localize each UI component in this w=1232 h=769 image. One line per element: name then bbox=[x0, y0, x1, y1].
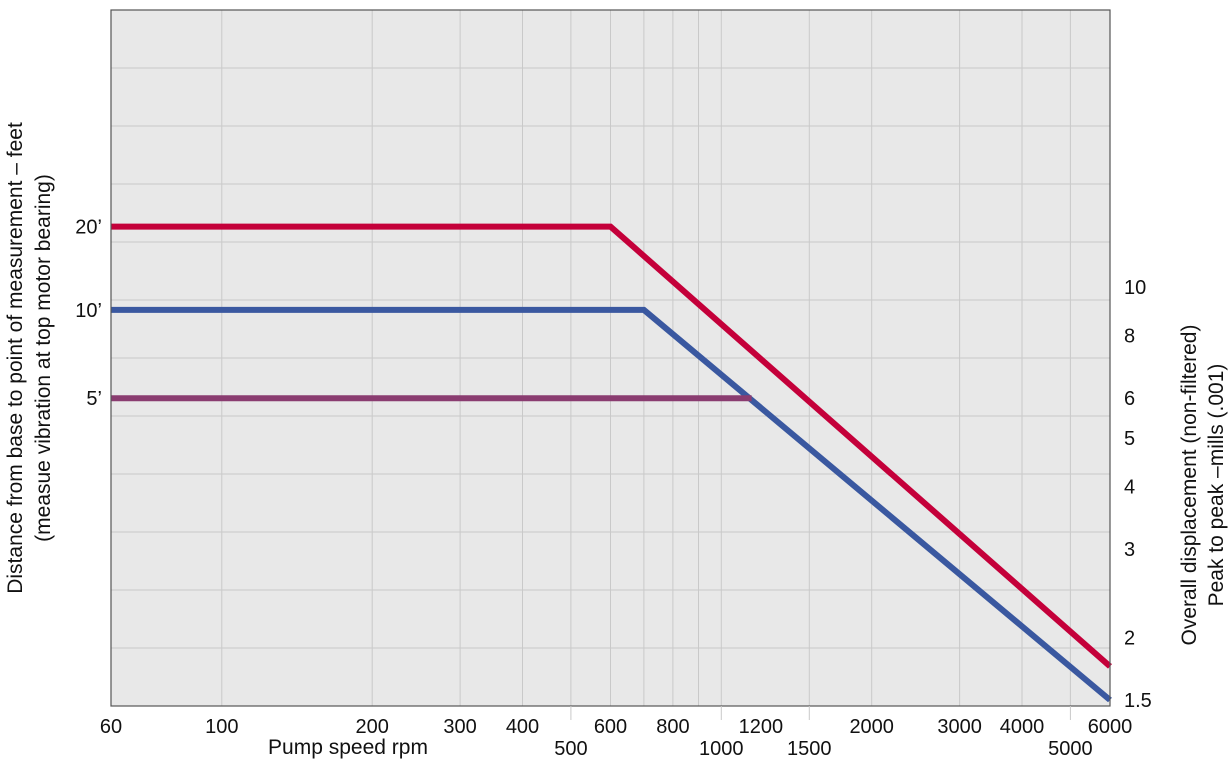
plot-frame bbox=[110, 9, 1111, 707]
x-tick-label: 60 bbox=[100, 716, 122, 738]
left-axis-label-line2: (measue vibration at top motor bearing) bbox=[32, 174, 55, 542]
x-tick-label: 800 bbox=[656, 716, 689, 738]
x-tick-label: 3000 bbox=[937, 716, 982, 738]
right-tick-label: 4 bbox=[1124, 477, 1135, 499]
left-tick-label: 10’ bbox=[75, 300, 102, 322]
x-tick-label: 4000 bbox=[1000, 716, 1045, 738]
right-tick-label: 6 bbox=[1124, 388, 1135, 410]
right-axis-label-line1: Overall displacement (non-filtered) bbox=[1178, 325, 1201, 646]
right-tick-label: 3 bbox=[1124, 539, 1135, 561]
series-line-1 bbox=[111, 306, 1112, 703]
right-tick-label: 8 bbox=[1124, 326, 1135, 348]
ticks: 60 100 200 300 400 600 800 1200 2000 3000 4000 6000… bbox=[75, 217, 1152, 760]
x-tick-label: 400 bbox=[506, 716, 539, 738]
left-tick-label: 20’ bbox=[75, 217, 102, 239]
x-tick-label: 5000 bbox=[1048, 738, 1093, 760]
series-line-0 bbox=[111, 223, 1112, 669]
left-tick-label: 5’ bbox=[86, 388, 102, 410]
x-tick-label: 1200 bbox=[739, 716, 784, 738]
right-tick-label: 1.5 bbox=[1124, 690, 1152, 712]
x-tick-label: 600 bbox=[594, 716, 627, 738]
x-tick-label: 6000 bbox=[1088, 716, 1133, 738]
grid bbox=[111, 10, 1110, 706]
x-tick-label: 500 bbox=[554, 738, 587, 760]
left-axis-label-line1: Distance from base to point of measureme… bbox=[4, 122, 27, 594]
x-tick-label: 2000 bbox=[849, 716, 894, 738]
right-tick-label: 5 bbox=[1124, 428, 1135, 450]
x-tick-label: 200 bbox=[356, 716, 389, 738]
x-tick-label: 1500 bbox=[787, 738, 832, 760]
x-tick-label: 100 bbox=[205, 716, 238, 738]
x-tick-label: 300 bbox=[443, 716, 476, 738]
labels: Pump speed rpm Distance from base to poi… bbox=[4, 122, 1228, 759]
right-tick-label: 2 bbox=[1124, 627, 1135, 649]
series bbox=[111, 223, 1112, 703]
right-tick-label: 10 bbox=[1124, 277, 1146, 299]
x-axis-label: Pump speed rpm bbox=[268, 736, 428, 759]
right-axis-label-line2: Peak to peak –mills (.001) bbox=[1205, 364, 1228, 607]
x-tick-label: 1000 bbox=[699, 738, 744, 760]
